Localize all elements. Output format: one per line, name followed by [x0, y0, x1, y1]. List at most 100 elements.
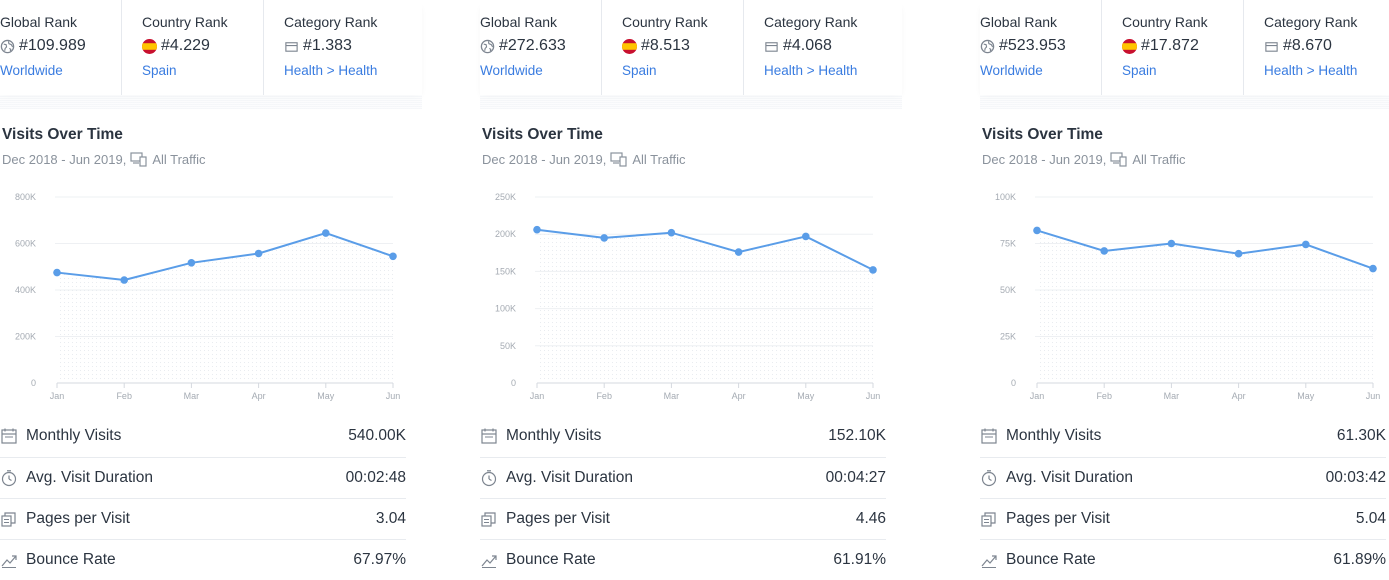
global-rank: Global Rank #109.989 Worldwide	[0, 0, 122, 95]
country-rank-value: #4.229	[161, 37, 210, 54]
data-point	[600, 234, 608, 242]
global-rank-value: #523.953	[999, 37, 1066, 54]
metric-label: Pages per Visit	[26, 510, 130, 527]
category-rank: Category Rank #4.068 Health > Health	[764, 0, 902, 95]
category-rank: Category Rank #8.670 Health > Health	[1264, 0, 1389, 95]
metric-value: 3.04	[375, 510, 406, 527]
chart-title: Visits Over Time	[482, 126, 603, 143]
country-link[interactable]: Spain	[622, 63, 657, 78]
rank-bar: Global Rank #109.989 Worldwide Country R…	[0, 0, 422, 95]
pages-icon	[981, 512, 996, 527]
bounce-rate-row: Bounce Rate 61.89%	[980, 539, 1386, 580]
pages-icon	[481, 512, 496, 527]
data-point	[53, 268, 61, 277]
category-rank-value: #8.670	[1283, 37, 1332, 54]
x-tick-label: Apr	[1232, 391, 1246, 401]
traffic-filter[interactable]: All Traffic	[152, 151, 206, 167]
x-tick-label: Feb	[596, 391, 612, 401]
x-tick-label: May	[797, 391, 815, 401]
x-tick-label: Apr	[732, 391, 746, 401]
worldwide-link[interactable]: Worldwide	[980, 63, 1043, 78]
data-point	[1100, 247, 1108, 255]
visit-duration-row: Avg. Visit Duration 00:03:42	[980, 457, 1386, 498]
category-rank-label: Category Rank	[764, 14, 858, 30]
data-point	[533, 225, 541, 234]
visits-chart: 0 50K 100K 150K 200K 250K Jan Feb Mar Apr May Jun	[495, 192, 881, 401]
divider	[980, 95, 1389, 109]
worldwide-link[interactable]: Worldwide	[480, 63, 543, 78]
x-tick-label: Jun	[386, 391, 401, 401]
y-tick-label: 0	[511, 378, 516, 388]
devices-icon	[1110, 152, 1127, 167]
category-rank-label: Category Rank	[284, 14, 378, 30]
country-link[interactable]: Spain	[142, 63, 177, 78]
site-panel: Global Rank #272.633 Worldwide Country R…	[480, 0, 905, 568]
x-tick-label: Feb	[1096, 391, 1112, 401]
metric-label: Avg. Visit Duration	[1006, 469, 1133, 486]
metric-value: 00:02:48	[345, 469, 406, 486]
area-fill	[537, 229, 873, 383]
category-rank-value: #1.383	[303, 37, 352, 54]
traffic-filter[interactable]: All Traffic	[632, 151, 686, 167]
worldwide-link[interactable]: Worldwide	[0, 63, 63, 78]
globe-icon	[0, 39, 15, 53]
metric-value: 4.46	[855, 510, 886, 527]
spain-flag-icon	[622, 38, 637, 54]
chart-subtitle: Dec 2018 - Jun 2019, All Traffic	[982, 151, 1186, 167]
x-tick-label: Jan	[50, 391, 65, 401]
data-point	[1234, 249, 1243, 258]
metric-value: 61.89%	[1333, 551, 1386, 568]
y-tick-label: 200K	[495, 229, 516, 239]
metric-value: 67.97%	[353, 551, 406, 568]
country-rank: Country Rank #8.513 Spain	[622, 0, 744, 95]
country-link[interactable]: Spain	[1122, 63, 1157, 78]
metric-label: Monthly Visits	[26, 427, 122, 444]
category-rank-label: Category Rank	[1264, 14, 1358, 30]
y-tick-label: 400K	[15, 285, 36, 295]
country-rank-value: #17.872	[1141, 37, 1199, 54]
area-fill	[1037, 230, 1373, 383]
y-tick-label: 600K	[15, 239, 36, 249]
monthly-visits-row: Monthly Visits 61.30K	[980, 416, 1386, 456]
global-rank-label: Global Rank	[480, 14, 558, 30]
bounce-rate-row: Bounce Rate 61.91%	[480, 539, 886, 580]
category-link[interactable]: Health > Health	[764, 63, 858, 78]
x-tick-label: Mar	[1164, 391, 1180, 401]
category-rank: Category Rank #1.383 Health > Health	[284, 0, 422, 95]
rank-bar: Global Rank #523.953 Worldwide Country R…	[980, 0, 1389, 95]
country-rank-label: Country Rank	[1122, 14, 1208, 30]
metric-value: 61.91%	[833, 551, 886, 568]
category-link[interactable]: Health > Health	[1264, 63, 1358, 78]
data-point	[1033, 226, 1041, 235]
devices-icon	[130, 152, 147, 167]
x-tick-label: Apr	[252, 391, 266, 401]
calendar-icon	[981, 428, 997, 444]
x-tick-label: Mar	[184, 391, 200, 401]
metric-value: 00:03:42	[1325, 469, 1386, 486]
metric-label: Bounce Rate	[506, 551, 596, 568]
metric-value: 152.10K	[828, 427, 886, 444]
y-tick-label: 250K	[495, 192, 516, 202]
metric-value: 5.04	[1355, 510, 1386, 527]
metric-label: Bounce Rate	[1006, 551, 1096, 568]
metric-label: Pages per Visit	[1006, 510, 1110, 527]
global-rank-label: Global Rank	[980, 14, 1058, 30]
series-line	[536, 228, 874, 271]
series-line	[56, 231, 394, 282]
site-panel: Global Rank #109.989 Worldwide Country R…	[0, 0, 425, 568]
country-rank-label: Country Rank	[622, 14, 708, 30]
category-link[interactable]: Health > Health	[284, 63, 378, 78]
metric-label: Avg. Visit Duration	[26, 469, 153, 486]
y-tick-label: 0	[31, 378, 36, 388]
data-point	[667, 228, 676, 237]
traffic-filter[interactable]: All Traffic	[1132, 151, 1186, 167]
trend-icon	[981, 555, 997, 568]
x-tick-label: Jun	[866, 391, 881, 401]
data-point	[389, 252, 397, 261]
country-rank: Country Rank #4.229 Spain	[142, 0, 264, 95]
category-rank-value: #4.068	[783, 37, 832, 54]
y-tick-label: 0	[1011, 378, 1016, 388]
calendar-icon	[1, 428, 17, 444]
data-point	[322, 229, 330, 237]
metric-label: Pages per Visit	[506, 510, 610, 527]
